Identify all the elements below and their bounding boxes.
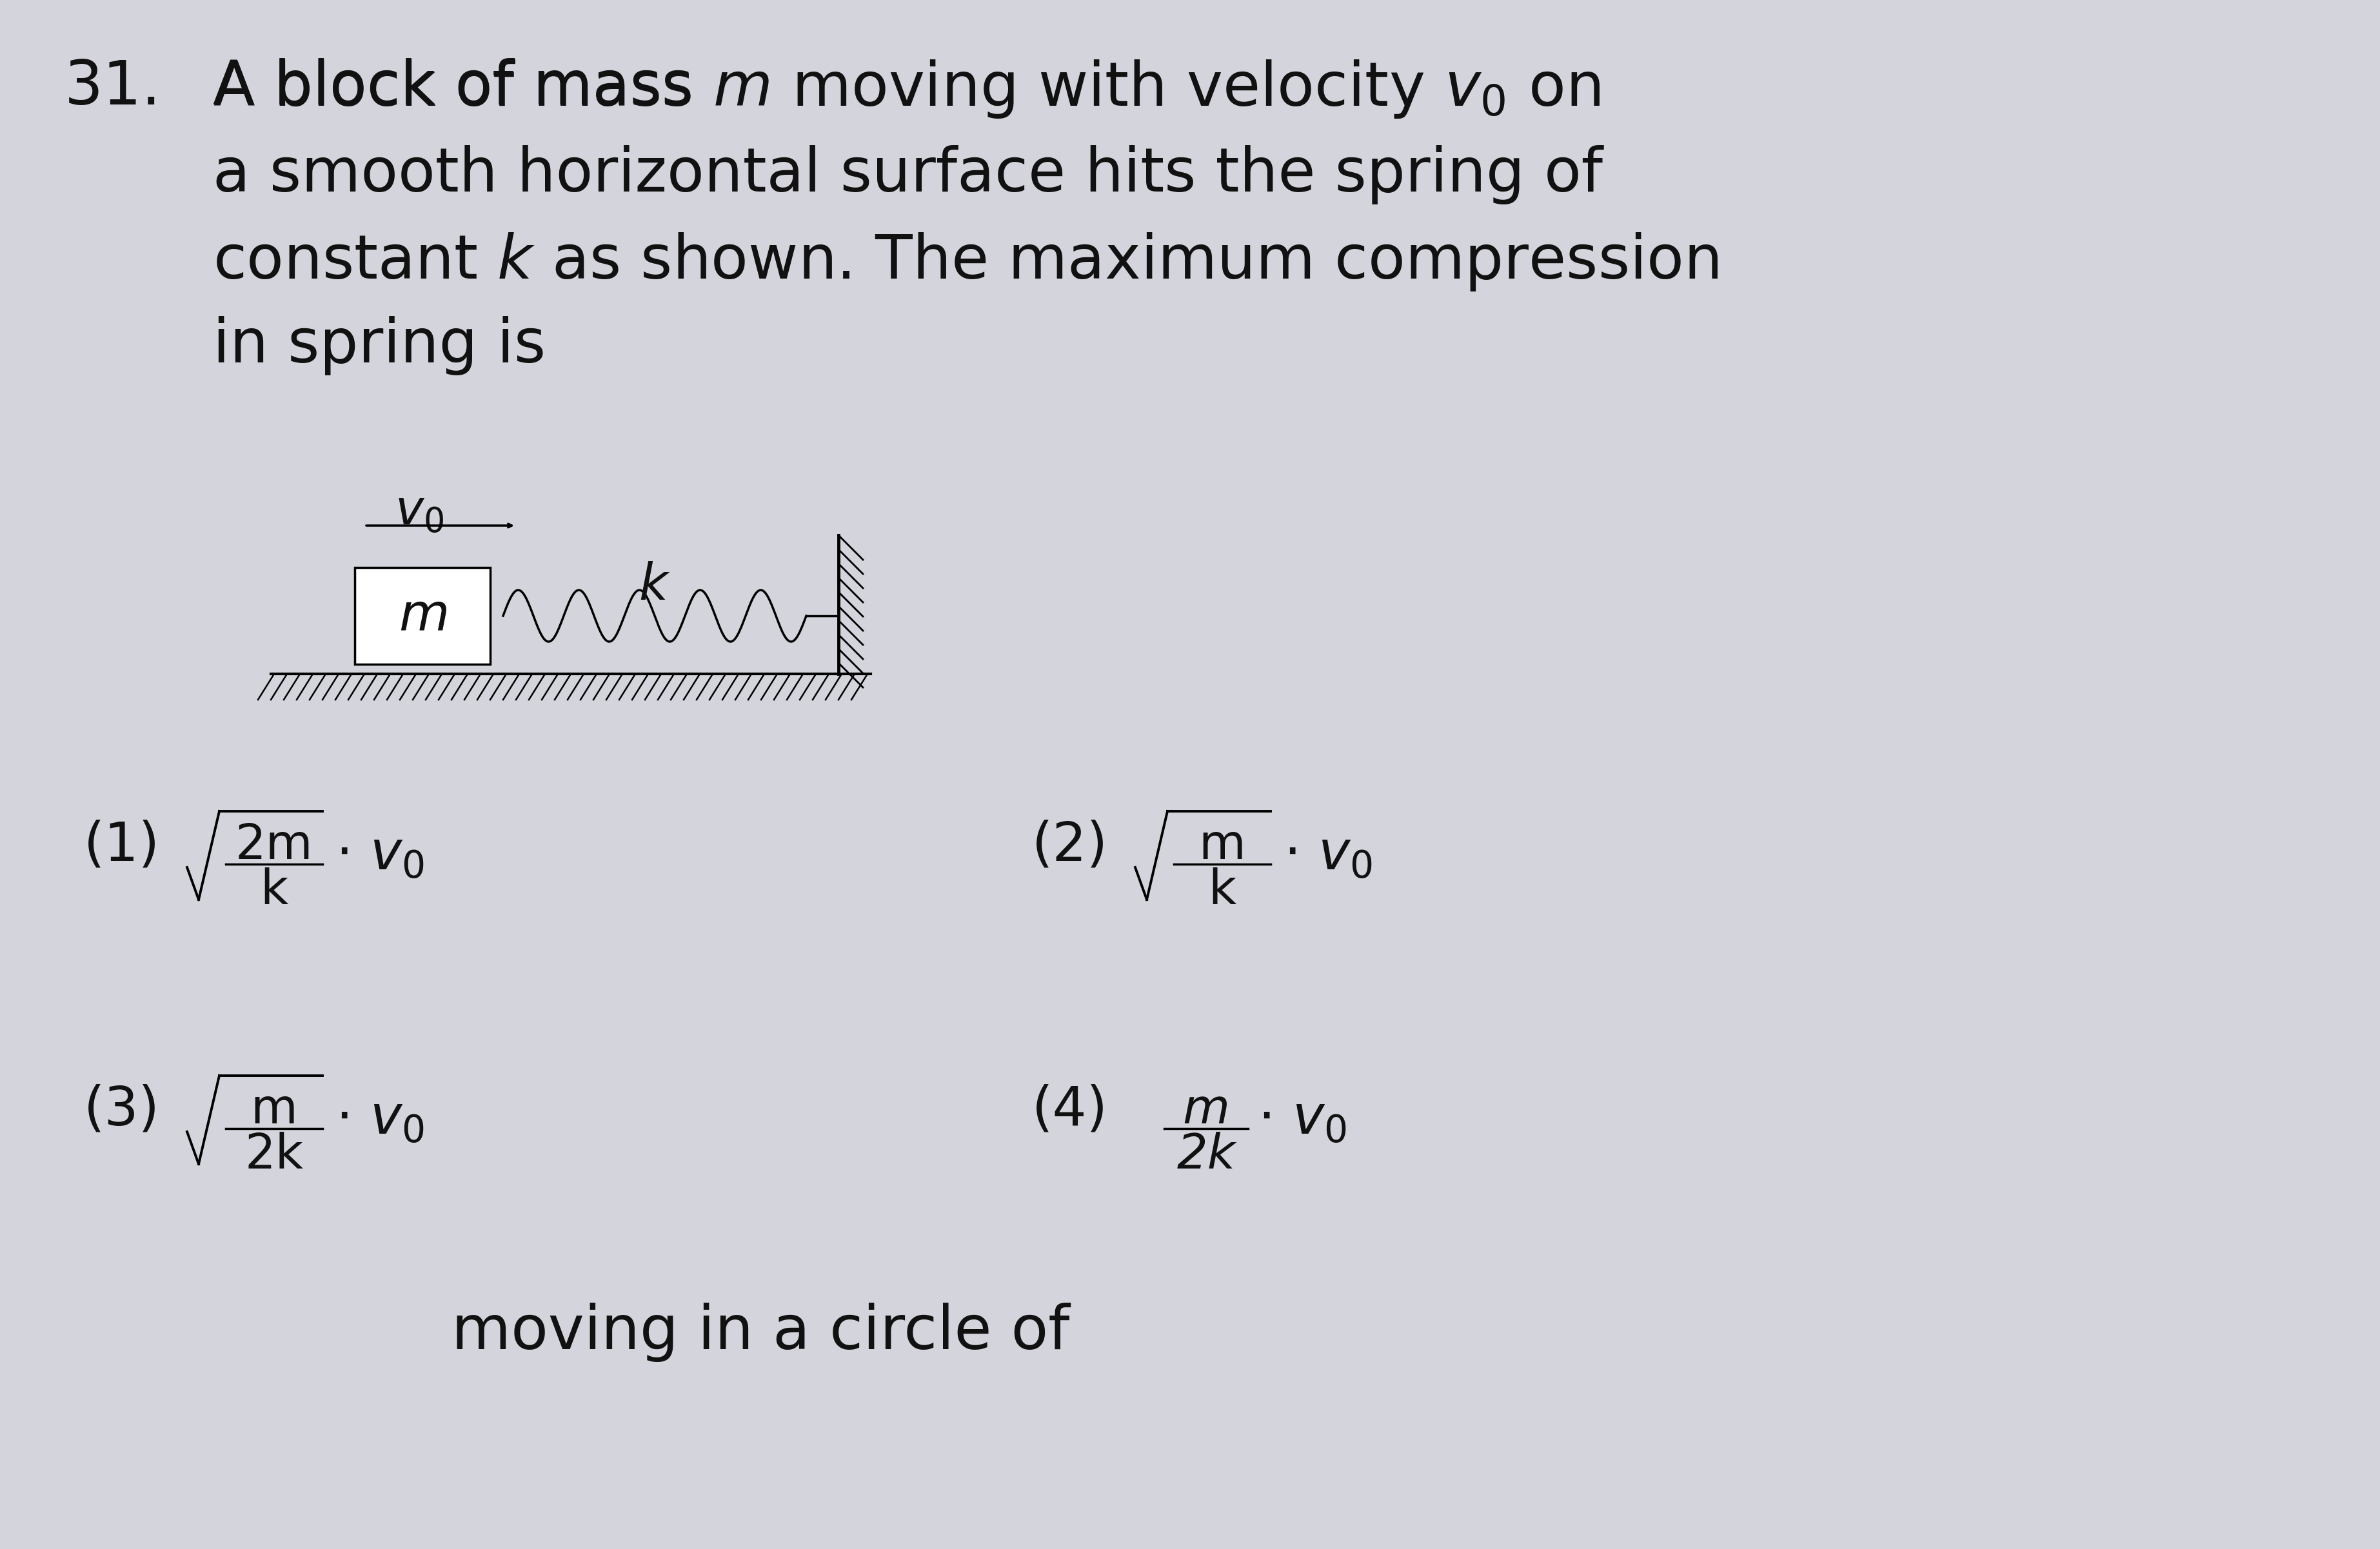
Text: (2): (2) (1031, 819, 1107, 871)
Bar (355, 567, 490, 665)
Text: 2k: 2k (1176, 1132, 1235, 1179)
Text: 2m: 2m (236, 823, 312, 869)
Text: $m$: $m$ (397, 590, 447, 641)
Text: moving in a circle of: moving in a circle of (452, 1303, 1069, 1362)
Text: 2k: 2k (245, 1132, 302, 1179)
Text: in spring is: in spring is (212, 316, 545, 375)
Text: $\cdot$ $v_0$: $\cdot$ $v_0$ (336, 1094, 424, 1145)
Text: (4): (4) (1031, 1083, 1107, 1135)
Text: A block of mass: A block of mass (212, 57, 712, 118)
Text: k: k (1209, 867, 1235, 914)
Text: 31.: 31. (64, 57, 162, 118)
Text: k: k (259, 867, 288, 914)
Text: $\cdot$ $v_0$: $\cdot$ $v_0$ (336, 829, 424, 881)
Text: A block of mass $m$ moving with velocity $v_0$ on: A block of mass $m$ moving with velocity… (212, 57, 1599, 119)
Text: constant $k$ as shown. The maximum compression: constant $k$ as shown. The maximum compr… (212, 231, 1718, 293)
Text: $\cdot$ $v_0$: $\cdot$ $v_0$ (1257, 1094, 1347, 1145)
Text: a smooth horizontal surface hits the spring of: a smooth horizontal surface hits the spr… (212, 146, 1602, 204)
Text: m: m (1183, 1086, 1230, 1132)
Text: $k$: $k$ (638, 561, 671, 610)
Text: $v_0$: $v_0$ (395, 488, 443, 536)
Text: m: m (1200, 823, 1245, 869)
Text: $\cdot$ $v_0$: $\cdot$ $v_0$ (1283, 829, 1371, 881)
Text: m: m (250, 1086, 298, 1134)
Text: (1): (1) (83, 819, 159, 871)
Text: (3): (3) (83, 1083, 159, 1135)
